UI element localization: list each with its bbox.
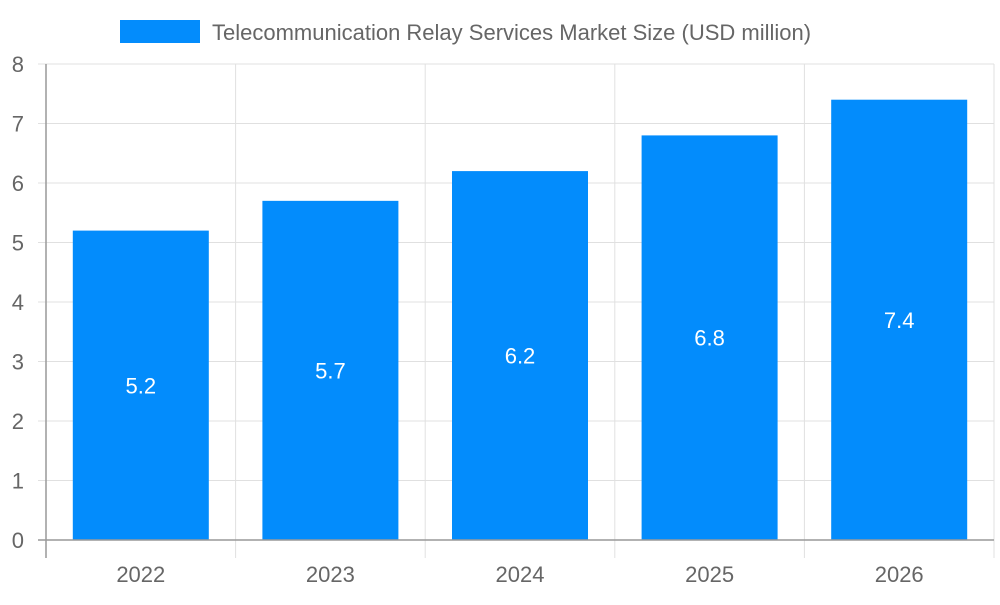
x-tick-label: 2025 [685, 562, 734, 587]
axes: 0 1 2 3 4 5 6 7 8 2022 2023 2024 2025 2026 [12, 52, 994, 587]
data-label: 6.8 [694, 326, 725, 351]
x-tick-label: 2026 [875, 562, 924, 587]
y-tick-label: 6 [12, 171, 24, 196]
y-tick-label: 2 [12, 409, 24, 434]
legend[interactable]: Telecommunication Relay Services Market … [120, 20, 811, 45]
bar [262, 200, 399, 540]
y-tick-label: 1 [12, 469, 24, 494]
bar [641, 135, 778, 540]
data-label: 7.4 [884, 308, 915, 333]
legend-swatch [120, 20, 200, 43]
y-tick-label: 7 [12, 112, 24, 137]
y-tick-label: 4 [12, 290, 24, 315]
y-tick-label: 5 [12, 231, 24, 256]
data-label: 5.2 [126, 373, 157, 398]
x-tick-label: 2022 [116, 562, 165, 587]
data-label: 5.7 [315, 358, 346, 383]
y-tick-label: 3 [12, 350, 24, 375]
y-tick-label: 0 [12, 528, 24, 553]
y-tick-label: 8 [12, 52, 24, 77]
data-label: 6.2 [505, 344, 536, 369]
bar [72, 230, 209, 540]
bars: 5.2 5.7 6.2 6.8 7.4 [72, 99, 968, 540]
x-tick-label: 2024 [496, 562, 545, 587]
bar [831, 99, 968, 540]
x-tick-label: 2023 [306, 562, 355, 587]
bar [452, 171, 588, 540]
legend-label: Telecommunication Relay Services Market … [212, 20, 811, 45]
